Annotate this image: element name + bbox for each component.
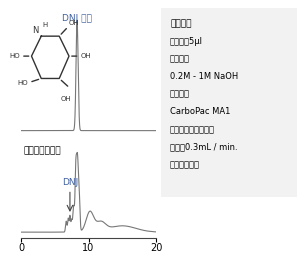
Text: 測定条件: 測定条件 <box>170 19 192 28</box>
Text: 注入量：5µl: 注入量：5µl <box>170 37 203 46</box>
Text: H: H <box>43 22 48 28</box>
Text: HO: HO <box>18 80 28 86</box>
Text: カラム：: カラム： <box>170 90 190 99</box>
Text: 0.2M - 1M NaOH: 0.2M - 1M NaOH <box>170 72 238 81</box>
Text: OH: OH <box>69 20 80 26</box>
Text: 試料は水抜出: 試料は水抜出 <box>170 160 200 169</box>
Text: 桑茶（タイ産）: 桑茶（タイ産） <box>24 146 61 155</box>
Text: 流速：0.3mL / min.: 流速：0.3mL / min. <box>170 143 238 151</box>
Text: （ダイオネックス）: （ダイオネックス） <box>170 125 215 134</box>
Text: DNJ: DNJ <box>62 178 78 187</box>
Text: DNJ 標品: DNJ 標品 <box>61 14 92 23</box>
Text: 移動相：: 移動相： <box>170 55 190 64</box>
Text: N: N <box>32 26 38 35</box>
FancyBboxPatch shape <box>156 2 300 203</box>
Text: OH: OH <box>80 53 91 59</box>
Text: OH: OH <box>61 96 71 102</box>
Text: CarboPac MA1: CarboPac MA1 <box>170 107 230 116</box>
Text: HO: HO <box>10 53 20 59</box>
